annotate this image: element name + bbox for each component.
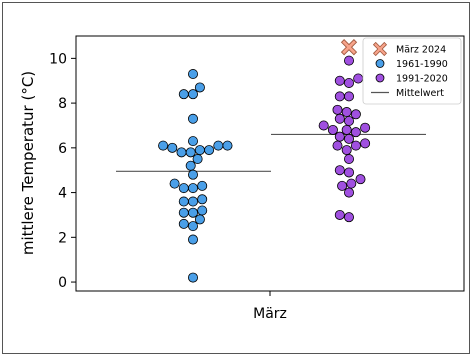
data-point	[187, 89, 198, 100]
data-point	[353, 73, 364, 84]
y-tick-label: 6	[58, 141, 67, 157]
data-points	[158, 39, 371, 283]
data-point	[178, 218, 189, 229]
data-point	[318, 120, 329, 131]
data-point	[197, 180, 208, 191]
data-point	[334, 91, 345, 102]
data-point	[341, 107, 352, 118]
data-point	[350, 109, 361, 120]
data-point	[222, 140, 233, 151]
y-tick-label: 10	[49, 51, 67, 67]
data-point	[337, 180, 348, 191]
data-point	[187, 272, 198, 283]
data-point	[197, 194, 208, 205]
data-point	[346, 178, 357, 189]
data-point	[360, 122, 371, 133]
x-axis: März	[253, 291, 287, 322]
y-axis: 0 2 4 6 8 10	[49, 51, 76, 291]
data-point	[185, 147, 196, 158]
data-point	[192, 154, 203, 165]
x-tick-label: März	[253, 306, 287, 322]
data-point	[334, 165, 345, 176]
data-point	[194, 82, 205, 93]
data-point	[343, 55, 354, 66]
legend-marker	[375, 59, 385, 68]
data-point	[343, 77, 354, 88]
data-point	[187, 196, 198, 207]
legend-marker	[372, 41, 388, 57]
data-point	[343, 154, 354, 165]
data-point	[178, 207, 189, 218]
legend-label: 1961-1990	[396, 59, 448, 70]
data-point	[187, 69, 198, 80]
data-point	[176, 147, 187, 158]
data-point	[334, 209, 345, 220]
data-point	[213, 140, 224, 151]
data-point	[343, 133, 354, 144]
y-tick-label: 0	[58, 275, 67, 291]
data-point	[187, 169, 198, 180]
y-tick-label: 8	[58, 96, 67, 112]
data-point	[350, 140, 361, 151]
data-point	[341, 124, 352, 135]
data-point	[334, 113, 345, 124]
data-point	[350, 127, 361, 138]
data-point	[327, 124, 338, 135]
legend: März 2024 1961-1990 1991-2020 Mittelwert	[362, 37, 462, 105]
legend-label: Mittelwert	[396, 88, 444, 99]
legend-marker	[375, 73, 385, 83]
data-point	[158, 140, 169, 151]
legend-label: März 2024	[396, 45, 446, 56]
data-point	[197, 205, 208, 216]
data-point	[343, 167, 354, 178]
legend-label: 1991-2020	[396, 74, 448, 85]
data-point	[334, 75, 345, 86]
data-point	[343, 91, 354, 102]
data-point	[167, 142, 178, 153]
data-point	[185, 160, 196, 171]
mean-lines	[116, 133, 426, 172]
y-axis-label: mittlere Temperatur (°C)	[19, 71, 37, 255]
data-point	[343, 116, 354, 127]
data-point	[187, 183, 198, 194]
data-point	[355, 174, 366, 185]
data-point	[332, 140, 343, 151]
data-point	[194, 145, 205, 156]
data-point	[187, 221, 198, 232]
data-point	[187, 136, 198, 147]
data-point	[187, 113, 198, 124]
data-point	[169, 178, 180, 189]
data-point	[187, 234, 198, 245]
legend-box	[362, 37, 462, 105]
data-point	[194, 214, 205, 225]
data-point	[187, 207, 198, 218]
data-point	[343, 212, 354, 223]
data-point	[178, 183, 189, 194]
highlight-marker	[340, 39, 358, 56]
data-point	[332, 104, 343, 115]
data-point	[178, 89, 189, 100]
data-point	[204, 145, 215, 156]
data-point	[360, 138, 371, 149]
data-point	[178, 196, 189, 207]
data-point	[343, 187, 354, 198]
y-tick-label: 4	[58, 186, 67, 202]
data-point	[334, 131, 345, 142]
y-tick-label: 2	[58, 230, 67, 246]
data-point	[341, 145, 352, 156]
